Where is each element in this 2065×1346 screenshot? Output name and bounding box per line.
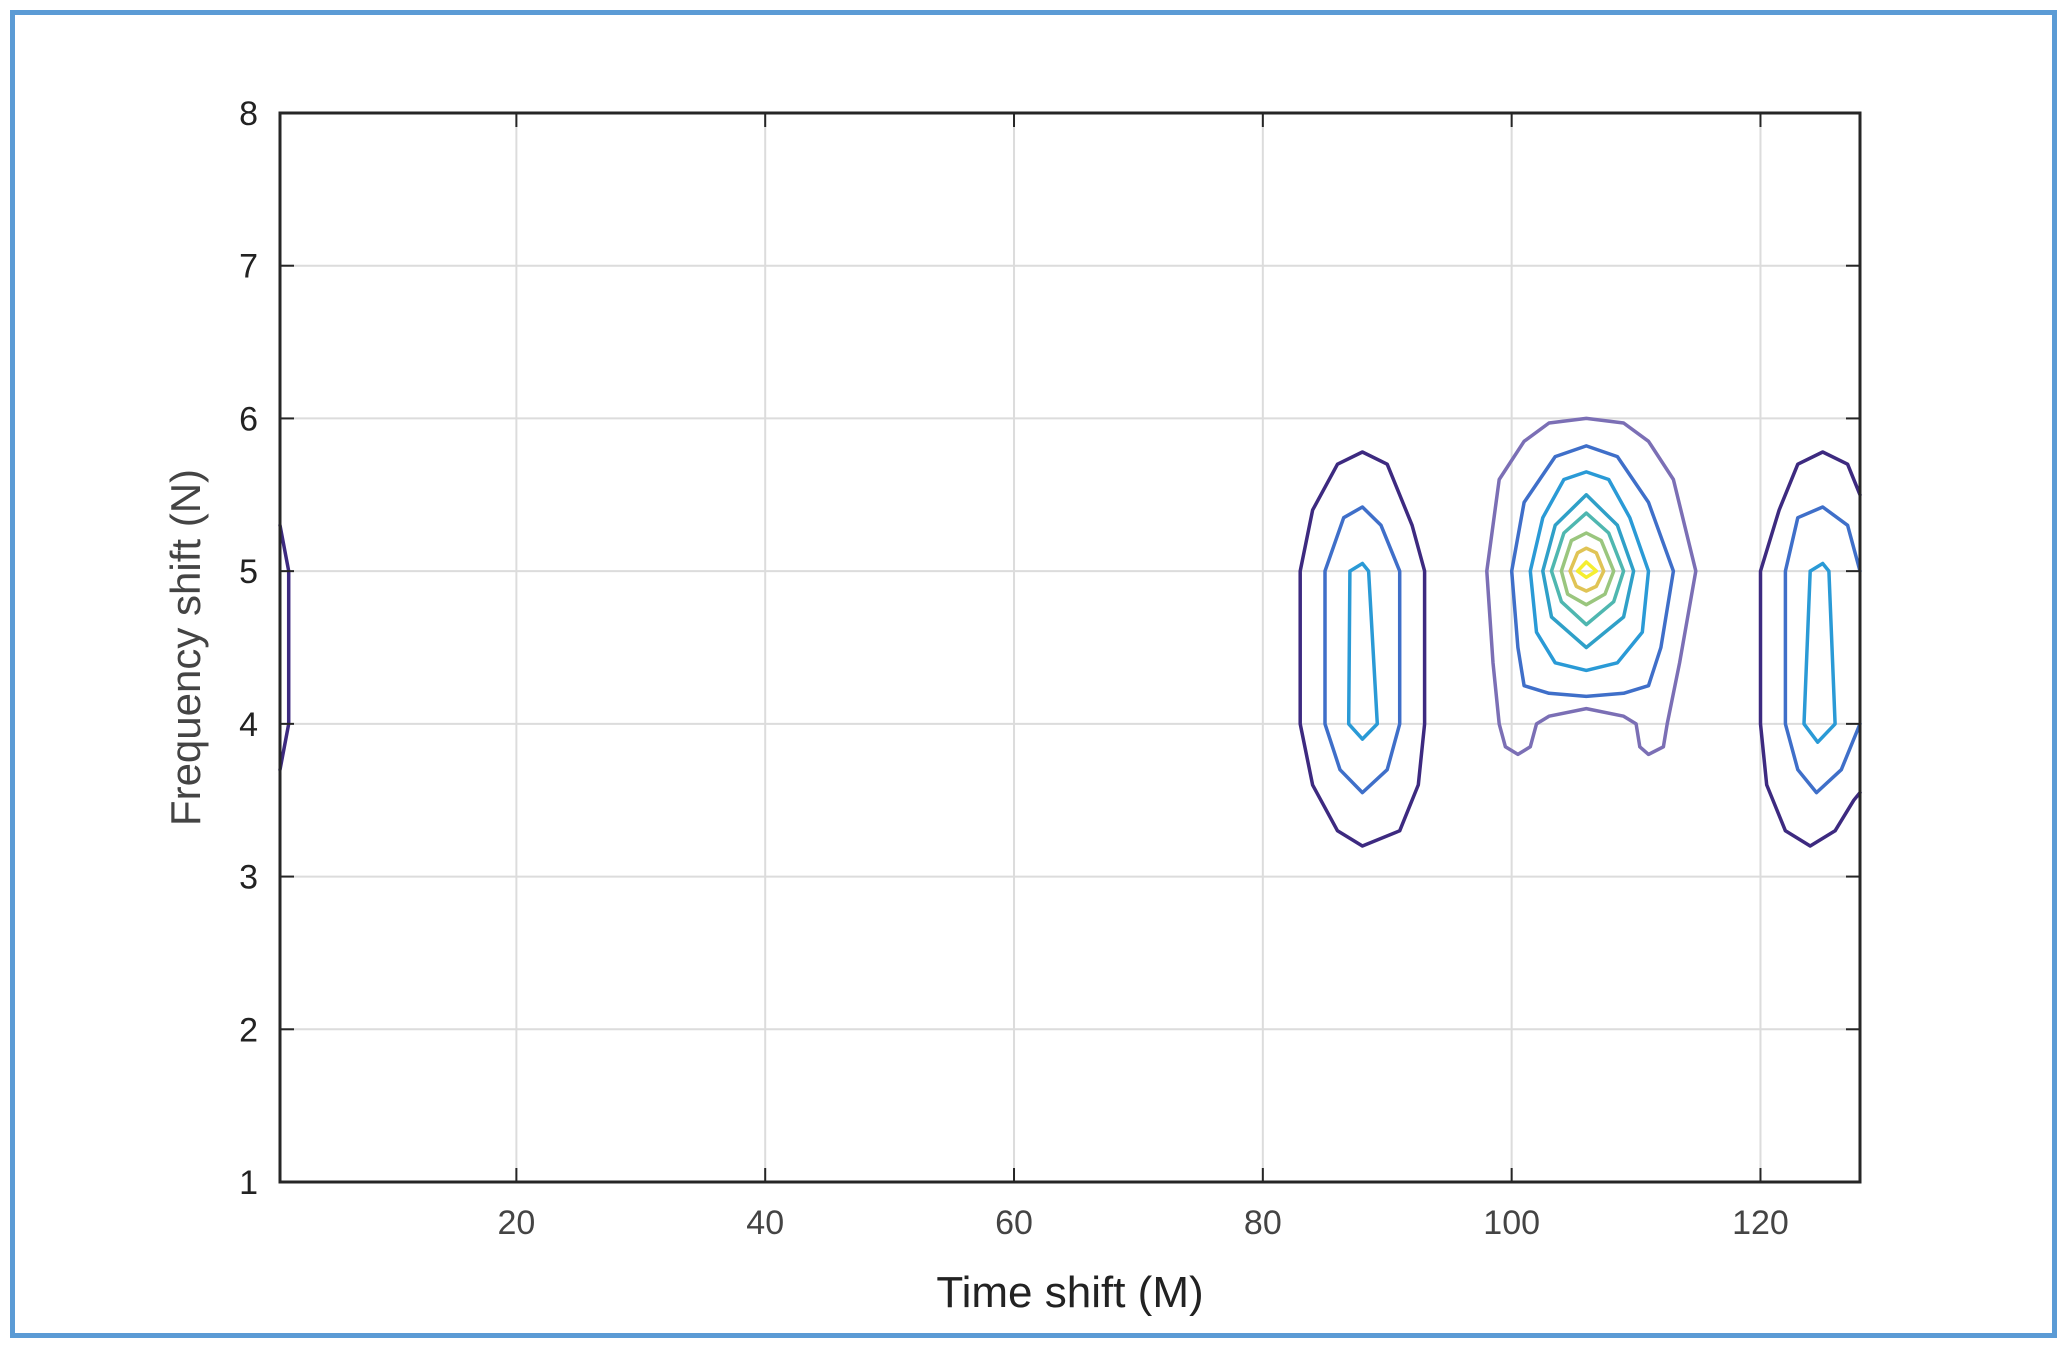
y-tick-label: 1: [239, 1164, 258, 1202]
contour-line-level-8: [1575, 560, 1599, 580]
contour-peak-3: [1485, 416, 1698, 757]
contour-line-level-3: [1346, 561, 1380, 741]
y-axis-title: Frequency shift (N): [162, 469, 209, 826]
figure-frame: [10, 10, 2057, 1338]
contour-peak-2: [1298, 450, 1427, 848]
contour-line-level-1: [1298, 450, 1427, 848]
contour-line-level-3: [1528, 470, 1651, 673]
contour-line-level-2: [1783, 505, 1862, 795]
contour-lines: [278, 416, 1862, 848]
contour-line-level-7: [1568, 546, 1606, 593]
contour-line-level-4: [1541, 493, 1636, 650]
x-tick-label: 40: [746, 1204, 784, 1242]
x-tick-label: 20: [497, 1204, 535, 1242]
contour-line-level-6: [1559, 531, 1616, 607]
contour-peak-4: [1758, 450, 1862, 848]
y-tick-label: 5: [239, 553, 258, 591]
y-tick-label: 3: [239, 859, 258, 897]
y-tick-label: 4: [239, 706, 258, 744]
y-tick-label: 6: [239, 400, 258, 438]
y-tick-label: 2: [239, 1011, 258, 1049]
y-tick-label: 7: [239, 248, 258, 286]
contour-peak-1: [278, 523, 291, 772]
x-tick-label: 100: [1483, 1204, 1540, 1242]
grid-lines: [280, 112, 1860, 1183]
axis-ticks: 20 40 60 80 100 120 1 2 3 4 5 6 7 8: [239, 95, 1860, 1242]
contour-line-level-5: [1549, 511, 1626, 627]
contour-line-level-1: [1758, 450, 1862, 848]
contour-line-level-1: [1485, 416, 1698, 757]
contour-line-level-2: [1323, 505, 1402, 795]
contour-line-level-2: [1509, 444, 1676, 699]
x-tick-label: 80: [1244, 1204, 1282, 1242]
contour-line-level-1: [278, 523, 291, 772]
x-tick-label: 120: [1732, 1204, 1789, 1242]
x-axis-title: Time shift (M): [936, 1268, 1203, 1317]
y-tick-label: 8: [239, 95, 258, 133]
x-tick-label: 60: [995, 1204, 1033, 1242]
axes-box: [278, 111, 1862, 1184]
contour-line-level-3: [1802, 561, 1837, 744]
